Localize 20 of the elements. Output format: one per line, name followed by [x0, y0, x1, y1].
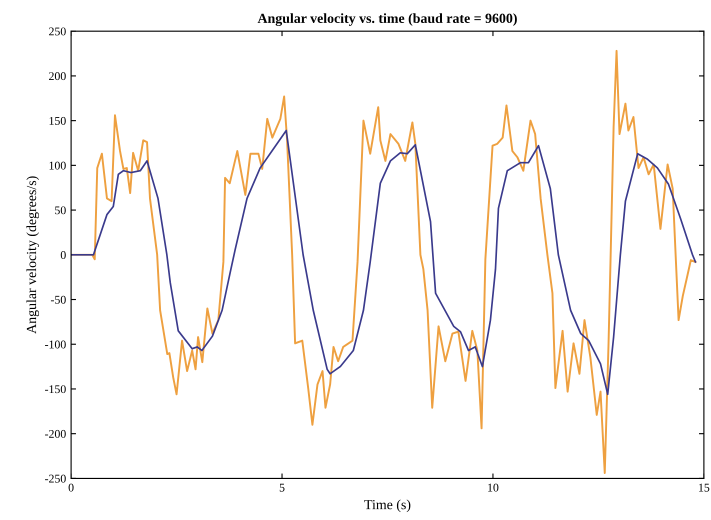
y-tick-label: 100	[50, 162, 66, 170]
y-tick-label: -150	[45, 385, 66, 394]
line-series	[71, 50, 696, 474]
y-tick-label: -250	[45, 474, 66, 483]
y-tick-label: 0	[60, 251, 66, 260]
chart-title: Angular velocity vs. time (baud rate = 9600)	[258, 13, 517, 26]
y-tick-label: 50	[55, 206, 66, 214]
y-tick-label: 200	[49, 72, 66, 80]
y-axis-title: Angular velocity (degrees/s)	[26, 176, 40, 334]
x-axis-title: Time (s)	[364, 500, 410, 512]
y-tick-label: -200	[45, 430, 66, 438]
line-series	[71, 130, 696, 396]
y-tick-label: -100	[45, 340, 66, 348]
x-tick-label: 10	[488, 484, 498, 492]
y-tick-label: 250	[49, 27, 66, 36]
y-tick-label: -50	[50, 296, 66, 304]
y-tick-label: 150	[50, 116, 66, 125]
x-tick-label: 15	[699, 484, 710, 492]
x-tick-label: 5	[280, 484, 285, 492]
x-tick-label: 0	[68, 484, 74, 492]
